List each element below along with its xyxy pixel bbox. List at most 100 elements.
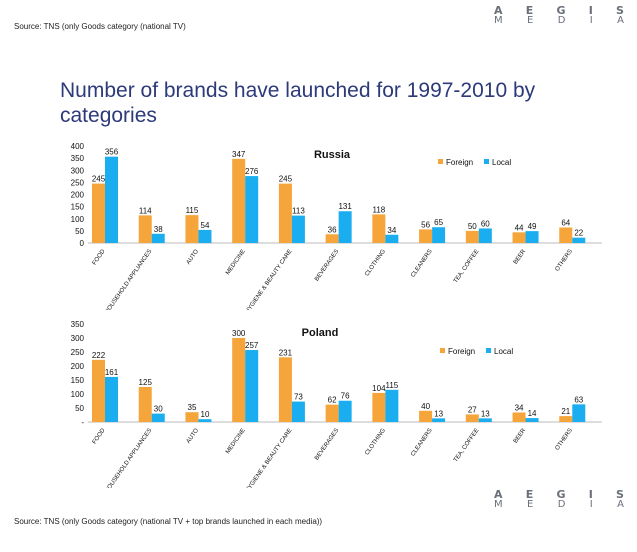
y-tick-label: 50 [75,404,84,413]
data-label: 76 [341,392,350,401]
data-label: 13 [434,409,443,418]
data-label: 35 [188,403,197,412]
y-tick-label: 250 [71,348,85,357]
y-tick-label: 150 [71,203,85,212]
russia-bar-chart: 0 50 100 150 200 250 300 350 400 245 356 FOOD 114 38 H… [71,142,602,310]
y-tick-label: 0 [80,239,85,248]
bar-foreign [232,158,246,243]
y-tick-label: 350 [71,320,85,329]
bar-foreign [559,227,573,243]
data-label: 49 [528,222,537,231]
bar-foreign [465,230,479,243]
data-label: 54 [201,221,210,230]
category-label: BEVERAGES [314,249,340,283]
bar-foreign [465,414,479,422]
bar-local [478,418,492,422]
data-label: 65 [434,218,443,227]
y-tick-label: 200 [71,362,85,371]
category-label: AUTO [186,427,201,444]
data-label: 245 [279,175,293,184]
bar-local [151,233,165,243]
bar-foreign [512,412,526,422]
logo-letter: E [527,499,534,510]
bar-local [572,404,586,422]
bar-foreign [512,232,526,243]
data-label: 276 [245,167,259,176]
category-label: BEVERAGES [314,428,340,462]
legend-label-foreign: Foreign [446,158,473,167]
bar-foreign [419,229,433,243]
data-label: 34 [515,403,524,412]
data-label: 62 [328,396,337,405]
bar-foreign [372,214,386,243]
legend-swatch-local [486,348,491,353]
bar-foreign [278,183,292,243]
category-label: OTHERS [555,428,574,452]
data-label: 125 [139,378,153,387]
bar-foreign [185,412,199,422]
data-label: 64 [561,218,570,227]
bar-foreign [278,357,292,422]
category-label: BEER [513,248,528,265]
category-label: HOUSEHOLD APPLIANCES [104,249,153,310]
bar-local [432,227,446,243]
data-label: 40 [421,402,430,411]
bar-local [478,228,492,243]
bar-local [291,401,305,422]
logo-letter: S [616,488,624,501]
source-note-bottom: Source: TNS (only Goods category (nation… [14,517,323,526]
bar-foreign [325,404,339,422]
data-label: 36 [328,225,337,234]
data-label: 161 [105,368,119,377]
bar-foreign [419,410,433,422]
data-label: 30 [154,405,163,414]
logo-letter: A [494,4,503,17]
logo-letter: I [589,15,593,26]
chart-title: Poland [302,327,339,339]
legend-label-foreign: Foreign [448,347,475,356]
y-tick-label: 200 [71,191,85,200]
data-label: 56 [421,220,430,229]
legend-swatch-local [484,159,489,164]
category-label: CLOTHING [364,427,387,456]
data-label: 13 [481,409,490,418]
category-label: CLOTHING [364,248,387,277]
data-label: 34 [387,226,396,235]
data-label: 115 [385,381,398,390]
data-label: 231 [279,348,293,357]
bar-local [525,418,539,422]
data-label: 356 [105,148,119,157]
logo-letter: E [525,488,534,501]
y-tick-label: 50 [75,227,84,236]
logo-letter: D [557,15,566,26]
logo-letter: A [494,488,503,501]
y-tick-label: 250 [71,178,85,187]
data-label: 104 [372,384,386,393]
logo-letter: M [494,15,503,26]
poland-bar-chart: - 50 100 150 200 250 300 350 222 161 FOOD 125 30 HOUS… [71,320,602,488]
y-tick-label: 300 [71,166,85,175]
y-tick-label: 400 [71,142,85,151]
data-label: 118 [372,205,385,214]
bar-foreign [92,359,105,422]
category-label: CLEANERS [410,249,433,279]
data-label: 10 [201,410,210,419]
logo-letter: S [616,4,624,17]
category-label: MEDICINE [225,249,247,276]
bar-local [245,350,259,422]
bar-local [338,400,352,422]
data-label: 63 [574,395,583,404]
category-label: CLEANERS [410,428,433,458]
y-tick-label: 300 [71,334,85,343]
data-label: 14 [528,409,537,418]
data-label: 347 [232,150,246,159]
data-label: 60 [481,219,490,228]
bar-local [151,413,165,422]
data-label: 131 [338,202,352,211]
bar-local [105,376,118,422]
logo-letter: M [494,499,503,510]
y-tick-label: 150 [71,376,85,385]
bar-local [432,418,446,422]
bar-foreign [185,215,199,243]
data-label: 73 [294,393,303,402]
